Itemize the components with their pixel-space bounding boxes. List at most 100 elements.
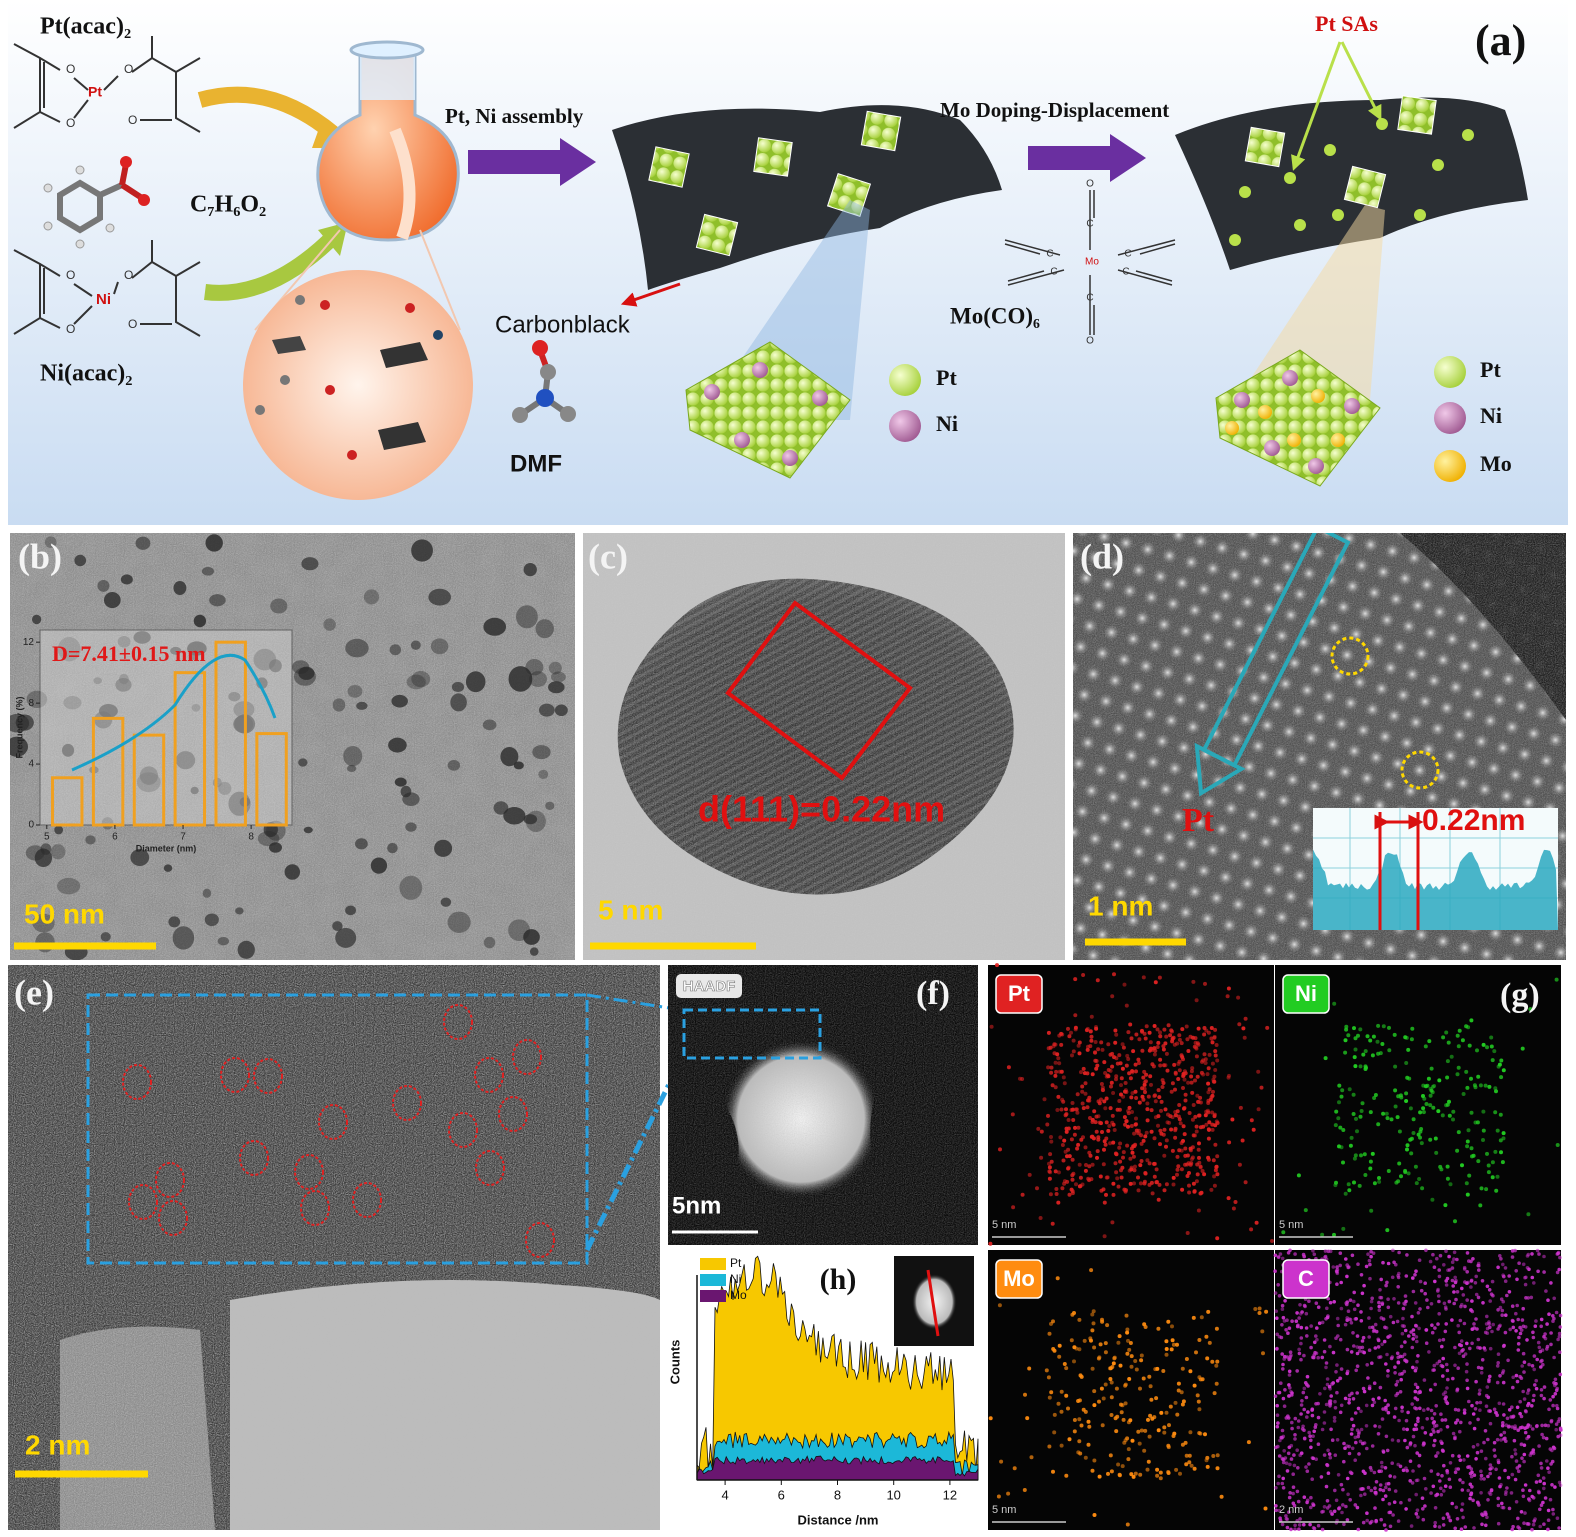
eds-dot <box>1538 1349 1543 1354</box>
eds-dot <box>1413 1389 1418 1394</box>
eds-dot <box>1092 1458 1097 1463</box>
eds-dot <box>1137 1061 1141 1065</box>
eds-dot <box>1469 1076 1473 1081</box>
eds-dot <box>1286 1331 1290 1335</box>
element-label: Mo <box>1003 1266 1035 1291</box>
eds-dot <box>1488 1421 1493 1426</box>
eds-dot <box>1175 1342 1179 1347</box>
eds-dot <box>1405 1427 1409 1432</box>
eds-dot <box>1330 1382 1334 1386</box>
eds-dot <box>1515 1277 1519 1282</box>
eds-dot <box>1549 1331 1553 1335</box>
eds-dot <box>1133 1122 1138 1127</box>
eds-dot <box>1414 1269 1418 1273</box>
eds-dot <box>1149 1129 1154 1134</box>
figure-shape <box>1215 349 1381 487</box>
eds-dot <box>1079 1374 1084 1379</box>
eds-dot <box>1047 1395 1052 1400</box>
eds-dot <box>1413 1273 1417 1277</box>
eds-dot <box>1558 1325 1563 1329</box>
eds-dot <box>1097 1120 1102 1125</box>
figure-shape <box>255 405 265 415</box>
eds-dot <box>1554 1427 1558 1432</box>
eds-dot <box>1111 1181 1116 1186</box>
eds-dot <box>1046 1065 1051 1070</box>
eds-dot <box>1195 1172 1200 1177</box>
eds-dot <box>1433 1279 1437 1284</box>
eds-dot <box>1416 1132 1421 1137</box>
eds-dot <box>1295 1489 1300 1494</box>
eds-dot <box>1511 1325 1516 1330</box>
eds-dot <box>1442 1489 1446 1493</box>
eds-dot <box>1400 1331 1405 1336</box>
eds-dot <box>1284 1461 1289 1465</box>
eds-dot <box>1061 1158 1066 1163</box>
eds-dot <box>1056 1170 1061 1175</box>
eds-dot <box>1469 1146 1474 1151</box>
eds-dot <box>1497 1401 1502 1406</box>
particle <box>388 737 407 753</box>
atom-label: C <box>1086 293 1093 304</box>
eds-dot <box>1397 1418 1401 1423</box>
eds-dot <box>1159 1108 1163 1113</box>
figure-shape <box>812 390 828 406</box>
panel-d: Pt 0.22nm (d) 1 nm <box>1073 533 1566 960</box>
particle <box>515 605 538 629</box>
eds-dot <box>1215 1453 1220 1458</box>
scale-label: 5nm <box>672 1192 721 1219</box>
eds-dot <box>1471 1445 1476 1449</box>
eds-dot <box>1531 1496 1536 1500</box>
eds-dot <box>1507 1408 1512 1412</box>
eds-dot <box>1516 1317 1520 1322</box>
eds-dot <box>1196 1026 1201 1031</box>
eds-dot <box>1429 1302 1434 1306</box>
figure-shape <box>1324 144 1336 156</box>
eds-dot <box>1307 1462 1311 1466</box>
eds-dot <box>1479 1473 1484 1478</box>
eds-dot <box>1510 1318 1515 1323</box>
particle <box>389 644 402 656</box>
eds-dot <box>1078 1175 1083 1180</box>
eds-dot <box>1454 1297 1458 1302</box>
eds-dot <box>1476 1261 1481 1266</box>
eds-dot <box>1435 1361 1439 1366</box>
eds-dot <box>1518 1399 1522 1404</box>
eds-dot <box>1183 1146 1188 1151</box>
eds-dot <box>1423 1431 1428 1435</box>
eds-dot <box>1546 1466 1550 1470</box>
eds-dot <box>1138 1181 1143 1186</box>
eds-dot <box>1122 1115 1127 1120</box>
eds-dot <box>1446 1377 1450 1382</box>
eds-dot <box>1379 1277 1383 1282</box>
eds-dot <box>1483 1510 1487 1515</box>
eds-dot <box>1276 1481 1280 1486</box>
eds-dot <box>1197 1338 1202 1342</box>
eds-dot <box>1148 1384 1153 1389</box>
eds-dot <box>1536 1340 1541 1345</box>
eds-dot <box>1343 1446 1347 1450</box>
pointer <box>620 282 681 307</box>
eds-dot <box>1165 1068 1170 1073</box>
single-atom-markers <box>122 1004 555 1258</box>
eds-dot <box>1557 1334 1562 1339</box>
eds-dot <box>1359 1427 1364 1432</box>
eds-dot <box>1145 1107 1150 1112</box>
figure-shape <box>685 341 851 479</box>
eds-dot <box>1457 1028 1462 1033</box>
eds-dot <box>1284 1517 1289 1521</box>
eds-dot <box>1059 1069 1064 1074</box>
eds-dot <box>1305 1334 1309 1338</box>
eds-dot <box>1181 1124 1186 1129</box>
eds-dot <box>1249 1227 1254 1232</box>
eds-dot <box>1297 1523 1302 1527</box>
scale-label: 2 nm <box>25 1429 90 1460</box>
eds-dot <box>1495 1380 1500 1385</box>
eds-dot <box>1404 1035 1409 1040</box>
y-axis-label: Frequency (%) <box>14 696 24 758</box>
eds-dot <box>1153 1093 1157 1098</box>
atom-label: Ni <box>96 291 111 308</box>
eds-dot <box>1325 1506 1330 1510</box>
eds-dot <box>1515 1405 1520 1410</box>
atom-circle <box>122 1064 152 1100</box>
eds-dot <box>1326 1314 1330 1318</box>
